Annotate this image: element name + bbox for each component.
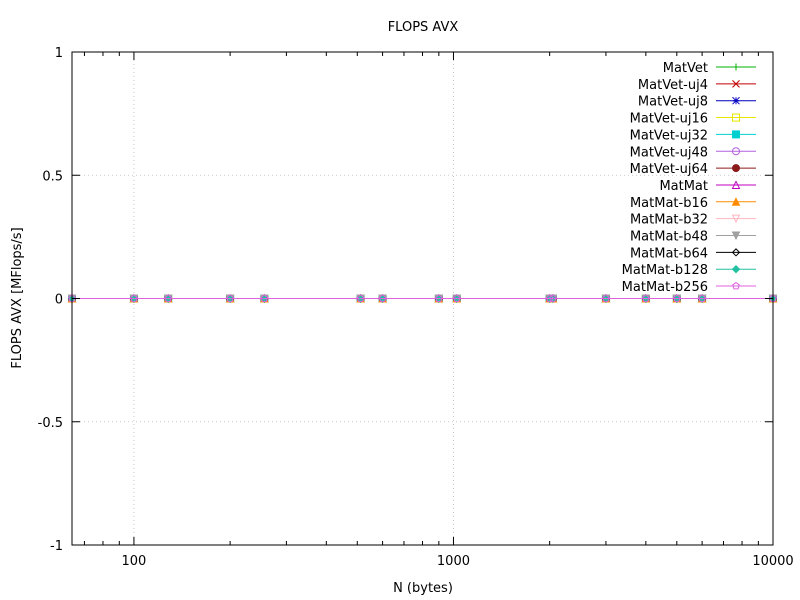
data-point xyxy=(602,294,610,302)
legend-marker xyxy=(732,164,740,173)
legend-marker xyxy=(732,79,740,88)
legend-label: MatVet-uj16 xyxy=(630,112,708,127)
legend-entry: MatMat-b128 xyxy=(622,263,756,278)
legend-marker xyxy=(731,248,741,257)
legend-label: MatVet-uj4 xyxy=(638,78,708,93)
legend-label: MatMat-b32 xyxy=(630,213,708,228)
legend-label: MatMat-b64 xyxy=(630,246,708,261)
legend-marker xyxy=(731,264,741,274)
x-axis-title: N (bytes) xyxy=(393,581,453,596)
y-axis-title: FLOPS AVX [MFlops/s] xyxy=(10,227,25,368)
legend-entry: MatMat-b256 xyxy=(622,280,756,295)
series-MatMat-b256 xyxy=(68,294,777,302)
axis-layer: 1 0.5 0 -0.5 -1 100 1000 10000 xyxy=(38,46,794,569)
legend-entry: MatVet-uj48 xyxy=(630,145,756,160)
y-tick-label: -1 xyxy=(50,539,63,554)
data-point xyxy=(545,294,554,302)
legend-label: MatMat-b128 xyxy=(622,263,708,278)
legend-marker xyxy=(731,197,741,206)
legend: MatVetMatVet-uj4MatVet-uj8MatVet-uj16Mat… xyxy=(622,61,756,295)
data-point xyxy=(130,294,138,302)
legend-label: MatVet-uj8 xyxy=(638,95,708,110)
legend-entry: MatVet-uj8 xyxy=(638,95,756,110)
legend-entry: MatVet-uj64 xyxy=(630,162,756,177)
legend-marker xyxy=(732,96,740,105)
y-tick-label: -0.5 xyxy=(38,416,63,431)
legend-marker xyxy=(732,130,740,139)
legend-entry: MatMat-b64 xyxy=(630,246,756,261)
data-point xyxy=(641,294,650,302)
legend-entry: MatMat-b48 xyxy=(630,230,756,245)
legend-marker xyxy=(732,281,740,290)
legend-label: MatMat-b16 xyxy=(630,196,708,211)
x-tick-label: 1000 xyxy=(437,554,470,569)
legend-marker xyxy=(732,113,740,122)
legend-label: MatVet-uj48 xyxy=(630,145,708,160)
y-tick-label: 0 xyxy=(55,293,63,308)
y-tick-label: 1 xyxy=(55,46,63,61)
legend-label: MatVet-uj64 xyxy=(630,162,708,177)
legend-entry: MatVet-uj32 xyxy=(630,128,756,143)
legend-marker xyxy=(731,180,741,189)
data-point xyxy=(452,294,461,302)
legend-label: MatVet xyxy=(663,61,708,76)
legend-entry: MatVet xyxy=(663,61,756,76)
data-point xyxy=(260,294,269,302)
legend-entry: MatVet-uj4 xyxy=(638,78,756,93)
legend-entry: MatMat-b32 xyxy=(630,213,756,228)
legend-label: MatMat xyxy=(659,179,708,194)
legend-label: MatMat-b48 xyxy=(630,230,708,245)
data-point xyxy=(226,294,235,302)
y-tick-label: 0.5 xyxy=(42,169,63,184)
legend-entry: MatMat-b16 xyxy=(630,196,756,211)
legend-marker xyxy=(732,147,740,156)
legend-marker xyxy=(731,231,741,241)
data-point xyxy=(378,294,387,302)
data-point xyxy=(672,294,681,302)
legend-label: MatMat-b256 xyxy=(622,280,708,295)
data-point xyxy=(434,294,443,302)
series-layer xyxy=(67,293,778,304)
legend-marker xyxy=(731,214,741,224)
legend-entry: MatMat xyxy=(659,179,756,194)
legend-label: MatVet-uj32 xyxy=(630,128,708,143)
data-point xyxy=(698,294,707,302)
data-point xyxy=(549,294,557,302)
data-point xyxy=(356,294,365,302)
x-tick-label: 10000 xyxy=(752,554,793,569)
legend-marker xyxy=(732,63,740,71)
data-point xyxy=(164,294,173,302)
legend-entry: MatVet-uj16 xyxy=(630,112,756,127)
x-tick-label: 100 xyxy=(122,554,147,569)
chart-title: FLOPS AVX xyxy=(388,20,459,35)
